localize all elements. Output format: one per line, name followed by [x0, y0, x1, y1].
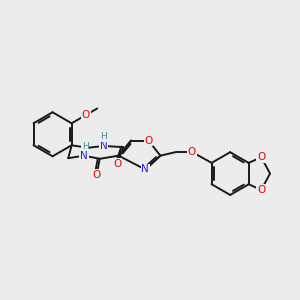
Text: O: O [144, 136, 153, 146]
Text: O: O [82, 110, 90, 120]
Text: O: O [188, 147, 196, 157]
Text: N: N [100, 141, 107, 151]
Text: H: H [100, 132, 107, 141]
Text: O: O [92, 170, 101, 180]
Text: O: O [257, 152, 266, 162]
Text: O: O [113, 158, 122, 169]
Text: N: N [80, 151, 88, 161]
Text: O: O [257, 185, 266, 195]
Text: N: N [141, 164, 149, 175]
Text: H: H [82, 142, 88, 151]
